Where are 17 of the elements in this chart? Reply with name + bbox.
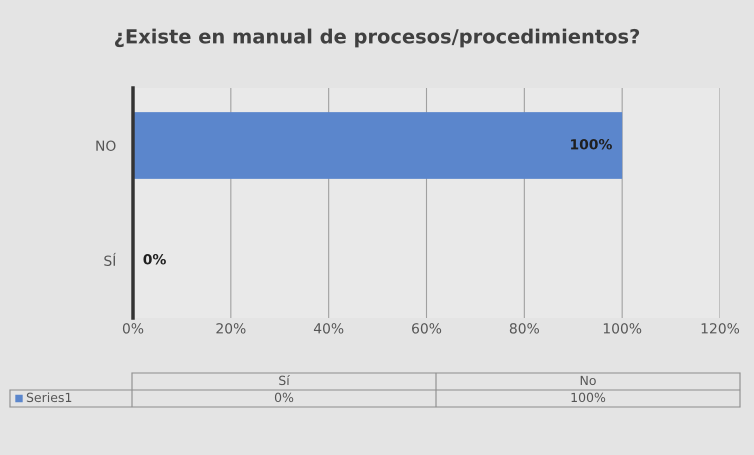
text: 100% xyxy=(572,392,606,402)
text: 0% xyxy=(274,392,294,402)
x-tick-label: 120% xyxy=(702,323,740,334)
x-tick-label: 40% xyxy=(314,323,344,334)
text: Sí xyxy=(279,374,290,386)
x-tick-label: 60% xyxy=(412,323,442,334)
x-tick-label: 80% xyxy=(510,323,539,334)
chart-title: ¿Existe en manual de procesos/procedimientos? xyxy=(114,28,640,48)
legend-label: Series1 xyxy=(26,392,72,402)
x-tick-label: 0% xyxy=(122,323,144,334)
x-tick-label: 20% xyxy=(216,323,246,334)
data-label: 100% xyxy=(571,139,612,150)
y-tick-label: NO xyxy=(96,140,116,151)
x-tick-label: 100% xyxy=(604,323,642,334)
text: No xyxy=(580,376,596,386)
data-label: 0% xyxy=(143,254,166,265)
y-tick-label: SÍ xyxy=(104,252,116,266)
